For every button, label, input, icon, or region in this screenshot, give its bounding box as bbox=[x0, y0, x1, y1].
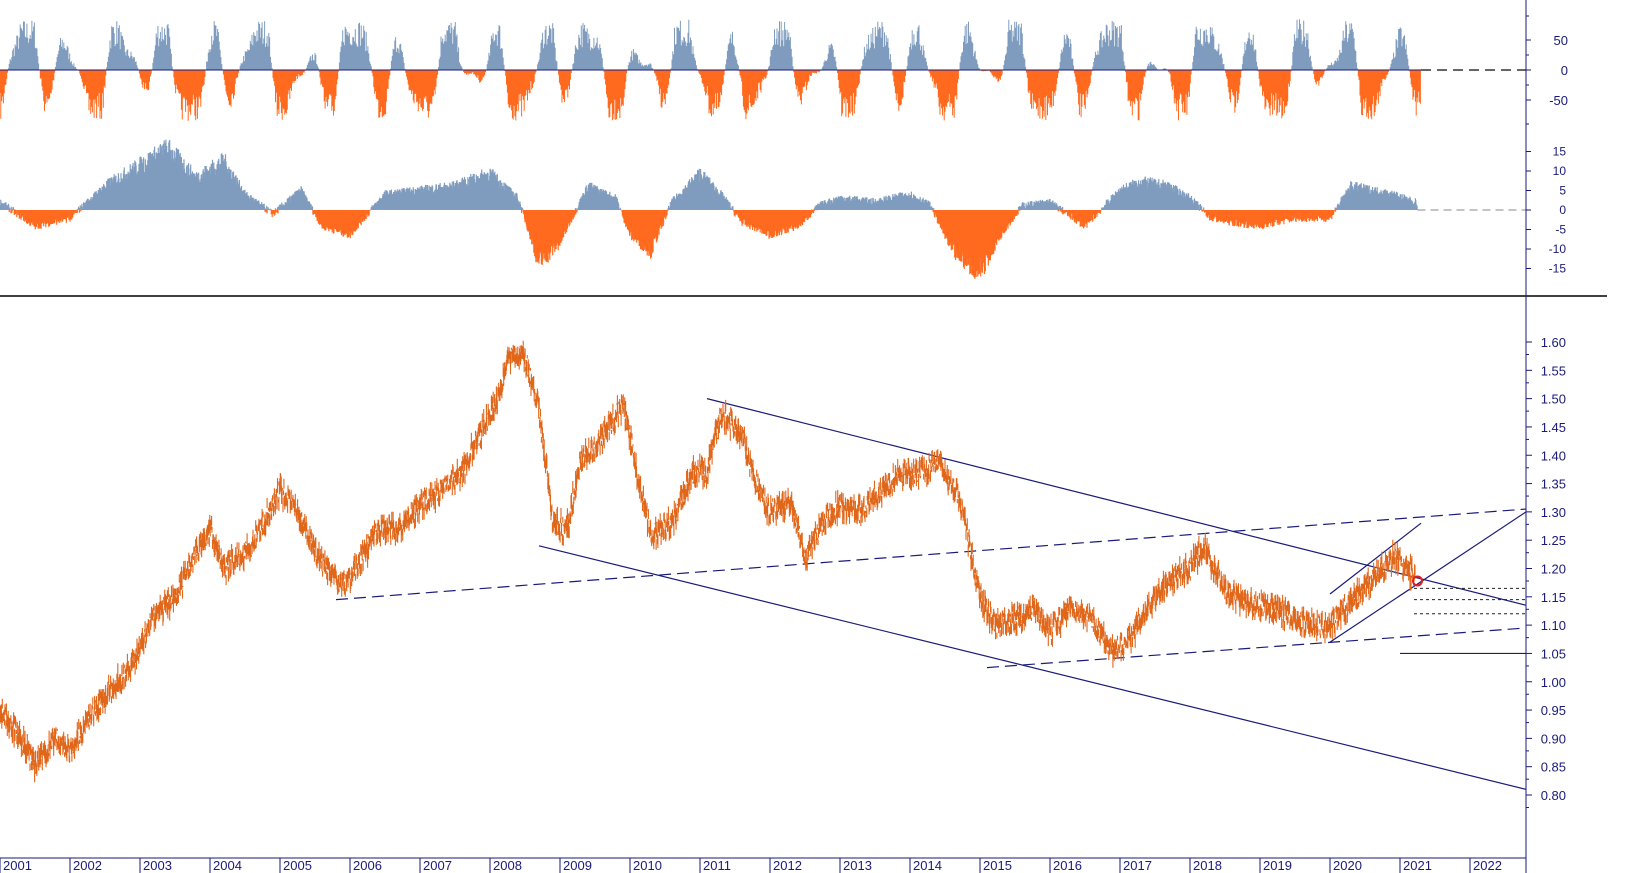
mid-ytick-label: 15 bbox=[1553, 145, 1567, 159]
trendline-6 bbox=[1329, 522, 1422, 595]
x-tick-label: 2001 bbox=[3, 858, 32, 873]
price-marker bbox=[1412, 575, 1423, 587]
price-ytick-label: 1.50 bbox=[1541, 392, 1566, 407]
x-tick-label: 2006 bbox=[353, 858, 382, 873]
price-ytick-label: 0.85 bbox=[1541, 760, 1566, 775]
mid-ytick-label: -15 bbox=[1549, 262, 1567, 276]
x-tick-label: 2002 bbox=[73, 858, 102, 873]
top-ytick-label: 50 bbox=[1554, 33, 1568, 48]
x-tick-label: 2008 bbox=[493, 858, 522, 873]
x-tick-label: 2016 bbox=[1053, 858, 1082, 873]
trendline-1 bbox=[706, 398, 1527, 606]
x-tick-label: 2017 bbox=[1123, 858, 1152, 873]
price-ytick-label: 1.40 bbox=[1541, 448, 1566, 463]
top-ytick-label: 0 bbox=[1561, 63, 1568, 78]
x-tick-label: 2005 bbox=[283, 858, 312, 873]
trendline-2 bbox=[538, 545, 1527, 790]
price-ytick-label: 1.45 bbox=[1541, 420, 1566, 435]
price-ytick-label: 0.80 bbox=[1541, 788, 1566, 803]
x-tick-label: 2022 bbox=[1473, 858, 1502, 873]
price-ytick-label: 0.95 bbox=[1541, 703, 1566, 718]
x-tick-label: 2009 bbox=[563, 858, 592, 873]
price-ytick-label: 1.60 bbox=[1541, 335, 1566, 350]
axes: 500-50151050-5-10-151.601.551.501.451.40… bbox=[0, 0, 1568, 873]
mid-ytick-label: -10 bbox=[1549, 242, 1567, 256]
x-tick-label: 2004 bbox=[213, 858, 242, 873]
price-ytick-label: 1.55 bbox=[1541, 363, 1566, 378]
top-oscillator-panel bbox=[0, 19, 1526, 121]
x-tick-label: 2014 bbox=[913, 858, 942, 873]
x-tick-label: 2021 bbox=[1403, 858, 1432, 873]
mid-ytick-label: 5 bbox=[1559, 184, 1566, 198]
price-ytick-label: 1.10 bbox=[1541, 618, 1566, 633]
price-ytick-label: 1.30 bbox=[1541, 505, 1566, 520]
top-ytick-label: -50 bbox=[1549, 93, 1568, 108]
oscillator-positive-bars bbox=[7, 19, 1410, 70]
x-tick-label: 2011 bbox=[703, 858, 731, 873]
x-tick-label: 2010 bbox=[633, 858, 662, 873]
trendline-3 bbox=[335, 508, 1527, 601]
x-tick-label: 2013 bbox=[843, 858, 872, 873]
x-tick-label: 2015 bbox=[983, 858, 1012, 873]
histogram-negative bbox=[8, 210, 1337, 279]
price-ytick-label: 1.25 bbox=[1541, 533, 1566, 548]
price-ytick-label: 0.90 bbox=[1541, 731, 1566, 746]
oscillator-negative-bars bbox=[0, 70, 1421, 121]
trendline-5 bbox=[1329, 511, 1527, 643]
mid-ytick-label: 0 bbox=[1559, 203, 1566, 217]
price-ytick-label: 1.15 bbox=[1541, 590, 1566, 605]
x-tick-label: 2020 bbox=[1333, 858, 1362, 873]
price-panel bbox=[0, 340, 1527, 790]
price-bars bbox=[0, 340, 1416, 783]
x-tick-label: 2019 bbox=[1263, 858, 1292, 873]
x-tick-label: 2007 bbox=[423, 858, 452, 873]
price-ytick-label: 1.05 bbox=[1541, 646, 1566, 661]
price-ytick-label: 1.20 bbox=[1541, 562, 1566, 577]
x-tick-label: 2003 bbox=[143, 858, 172, 873]
x-tick-label: 2018 bbox=[1193, 858, 1222, 873]
middle-histogram-panel bbox=[0, 139, 1526, 279]
price-ytick-label: 1.00 bbox=[1541, 675, 1566, 690]
mid-ytick-label: 10 bbox=[1553, 164, 1567, 178]
x-tick-label: 2012 bbox=[773, 858, 802, 873]
mid-ytick-label: -5 bbox=[1555, 223, 1566, 237]
trendline-4 bbox=[986, 627, 1527, 669]
price-ytick-label: 1.35 bbox=[1541, 477, 1566, 492]
histogram-positive bbox=[0, 139, 1418, 210]
